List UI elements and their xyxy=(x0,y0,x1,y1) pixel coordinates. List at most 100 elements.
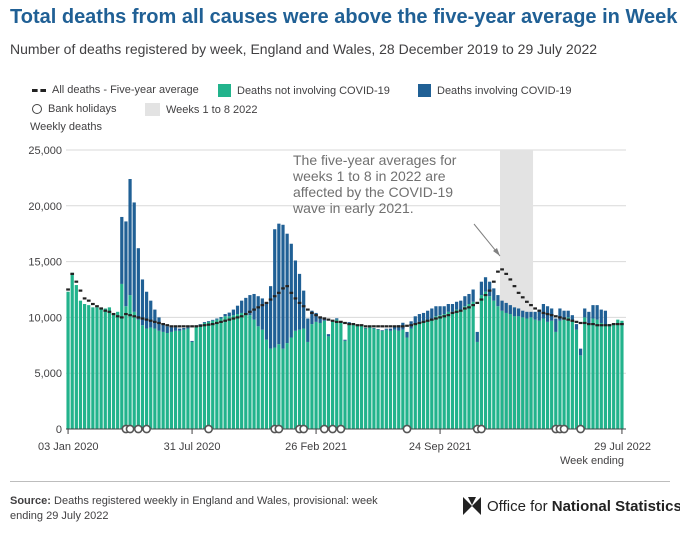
bar-not-covid xyxy=(240,312,244,429)
legend-item-not-covid[interactable]: Deaths not involving COVID-19 xyxy=(218,84,390,97)
bar-covid xyxy=(558,308,562,321)
bar-covid xyxy=(397,325,401,331)
bar-covid xyxy=(583,308,587,318)
bar-covid xyxy=(591,305,595,319)
bar-not-covid xyxy=(525,318,529,429)
bar-not-covid xyxy=(66,291,70,429)
bar-covid xyxy=(504,302,508,313)
bar-covid xyxy=(525,311,529,319)
bar-not-covid xyxy=(70,272,74,429)
bar-not-covid xyxy=(612,322,616,429)
bar-not-covid xyxy=(587,322,591,429)
bar-covid xyxy=(421,312,426,321)
bar-covid xyxy=(244,297,248,315)
bar-covid xyxy=(392,326,397,330)
annotation-line: The five-year averages for xyxy=(293,152,457,168)
legend-item-covid[interactable]: Deaths involving COVID-19 xyxy=(418,84,572,97)
bar-covid xyxy=(372,328,376,329)
legend-item-average[interactable]: All deaths - Five-year average xyxy=(32,84,199,96)
bar-covid xyxy=(603,310,608,326)
bar-not-covid xyxy=(471,301,475,429)
legend-label-average: All deaths - Five-year average xyxy=(52,84,199,96)
bar-not-covid xyxy=(339,322,343,429)
bar-covid xyxy=(169,327,174,332)
bar-covid xyxy=(289,243,293,338)
bar-not-covid xyxy=(417,321,422,429)
bar-covid xyxy=(574,324,579,330)
bar-covid xyxy=(173,327,178,331)
bar-covid xyxy=(446,304,450,312)
bar-covid xyxy=(157,317,161,331)
bar-not-covid xyxy=(194,326,198,429)
legend-item-bank-holidays[interactable]: Bank holidays xyxy=(32,103,117,115)
legend-item-weeks-1-8[interactable]: Weeks 1 to 8 2022 xyxy=(145,103,258,116)
bar-not-covid xyxy=(558,320,562,429)
bar-not-covid xyxy=(463,306,467,429)
bar-covid xyxy=(430,308,434,319)
bar-not-covid xyxy=(87,305,91,429)
dashed-line-icon xyxy=(32,88,46,92)
bar-covid xyxy=(260,298,264,330)
bar-not-covid xyxy=(322,320,326,429)
y-tick-label: 10,000 xyxy=(28,312,62,324)
bar-covid xyxy=(554,318,558,332)
bar-covid xyxy=(483,277,488,292)
bar-covid xyxy=(380,330,384,331)
bar-covid xyxy=(488,281,492,297)
footer-divider xyxy=(10,481,670,482)
bar-not-covid xyxy=(454,309,459,429)
bar-covid xyxy=(508,305,512,315)
bar-not-covid xyxy=(140,325,145,429)
bar-not-covid xyxy=(128,295,132,429)
bar-covid xyxy=(426,310,430,320)
bar-not-covid xyxy=(182,329,186,429)
bar-not-covid xyxy=(570,320,574,429)
bar-covid xyxy=(343,339,347,341)
bar-not-covid xyxy=(260,329,264,429)
bar-not-covid xyxy=(198,325,202,429)
bar-not-covid xyxy=(521,317,525,429)
bar-not-covid xyxy=(554,331,558,429)
ons-logo[interactable]: Office for National Statistics xyxy=(462,496,680,516)
ons-logo-icon xyxy=(463,497,481,515)
bar-covid xyxy=(206,321,211,322)
bar-not-covid xyxy=(496,306,500,429)
bar-not-covid xyxy=(190,341,194,429)
chart-title: Total deaths from all causes were above … xyxy=(10,6,680,28)
bar-not-covid xyxy=(215,319,219,429)
bar-not-covid xyxy=(550,320,554,429)
circle-icon xyxy=(32,104,42,114)
bar-covid xyxy=(479,281,484,296)
bar-not-covid xyxy=(401,329,405,429)
bar-not-covid xyxy=(116,311,120,429)
bank-holiday-marker xyxy=(328,424,337,434)
bar-not-covid xyxy=(120,283,124,429)
bar-not-covid xyxy=(244,314,248,429)
bar-not-covid xyxy=(235,314,240,429)
bars xyxy=(66,179,624,429)
bar-covid xyxy=(231,309,236,316)
bar-covid xyxy=(454,301,459,310)
bar-not-covid xyxy=(273,347,277,429)
bar-covid xyxy=(587,311,591,323)
annotation-line: weeks 1 to 8 in 2022 are xyxy=(292,168,446,184)
bar-not-covid xyxy=(219,318,223,429)
bar-covid xyxy=(376,329,380,330)
bar-not-covid xyxy=(252,319,256,429)
axes: 0 5,000 10,000 15,000 20,000 25,000 03 Jan 202… xyxy=(28,145,651,467)
bar-covid xyxy=(326,334,331,337)
bar-covid xyxy=(442,306,446,315)
bar-not-covid xyxy=(330,321,335,429)
bar-covid xyxy=(302,290,306,329)
bar-not-covid xyxy=(347,322,351,429)
source-label: Source: xyxy=(10,495,51,507)
bar-covid xyxy=(140,279,145,326)
bar-not-covid xyxy=(372,328,376,429)
bar-covid xyxy=(537,309,541,321)
bar-not-covid xyxy=(318,322,322,429)
bar-not-covid xyxy=(78,300,83,429)
bar-not-covid xyxy=(388,330,393,429)
annotation-group: The five-year averages for weeks 1 to 8 i… xyxy=(292,152,501,257)
y-axis-title: Weekly deaths xyxy=(30,121,102,133)
bar-not-covid xyxy=(285,343,289,429)
